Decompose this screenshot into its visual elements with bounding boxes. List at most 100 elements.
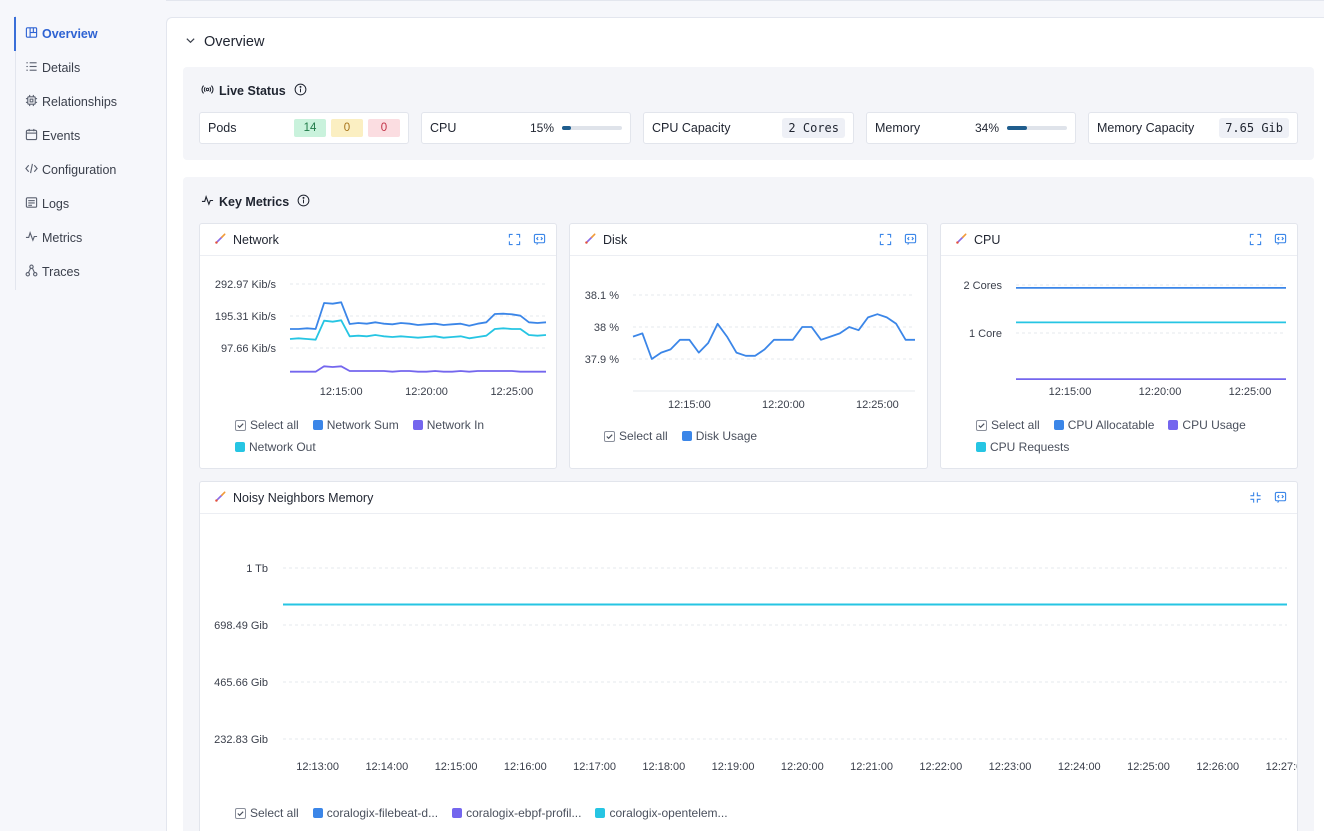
expand-icon[interactable] — [1249, 233, 1262, 249]
sidebar-item-traces[interactable]: Traces — [25, 262, 80, 282]
legend-select-all[interactable]: Select all — [604, 428, 668, 444]
sidebar-item-configuration[interactable]: Configuration — [25, 160, 116, 180]
section-title: Overview — [204, 34, 265, 50]
sidebar-item-label: Overview — [42, 27, 98, 41]
legend-label: Select all — [619, 429, 668, 443]
legend-label: Network In — [426, 418, 485, 432]
noisy-neighbors-memory-chart-card: Noisy Neighbors Memory 1 Tb 698.49 Gib 465.… — [199, 481, 1298, 831]
chart-legend: Select all Disk Usage — [604, 428, 904, 444]
x-tick-label: 12:15:00 — [435, 761, 478, 773]
expand-icon[interactable] — [508, 233, 521, 249]
checkbox-checked-icon — [235, 419, 246, 431]
legend-label: CPU Usage — [1182, 418, 1246, 432]
legend-item[interactable]: Network Sum — [312, 417, 399, 433]
sidebar-item-metrics[interactable]: Metrics — [25, 228, 82, 248]
events-icon — [25, 128, 38, 144]
overview-section-toggle[interactable]: Overview — [185, 34, 264, 50]
legend-select-all[interactable]: Select all — [976, 417, 1040, 433]
overview-content: Overview Live Status Pods 14 0 0 CPU 15%… — [166, 17, 1324, 831]
legend-swatch — [976, 442, 986, 452]
legend-label: Select all — [991, 418, 1040, 432]
cpu-chart-card: CPU 2 Cores 1 Core 12:15:00 12:20:00 12:25:00… — [940, 223, 1298, 469]
legend-label: Disk Usage — [695, 429, 758, 443]
cpu-capacity-value: 2 Cores — [782, 118, 845, 138]
legend-item[interactable]: coralogix-filebeat-d... — [312, 805, 439, 821]
sidebar-item-label: Details — [42, 61, 81, 75]
legend-item[interactable]: coralogix-opentelem... — [595, 805, 728, 821]
x-tick-label: 12:27:00 — [1266, 761, 1298, 773]
checkbox-checked-icon — [604, 430, 615, 442]
legend-item[interactable]: Disk Usage — [681, 428, 758, 444]
chart-title: CPU — [974, 232, 1001, 247]
top-border — [166, 0, 1324, 1]
y-tick-label: 232.83 Gib — [214, 734, 268, 746]
legend-item[interactable]: coralogix-ebpf-profil... — [452, 805, 581, 821]
legend-select-all[interactable]: Select all — [235, 805, 299, 821]
legend-label: Select all — [250, 418, 299, 432]
chart-title: Disk — [603, 232, 628, 247]
memory-capacity-stat: Memory Capacity 7.65 Gib — [1088, 112, 1298, 144]
sidebar-item-logs[interactable]: Logs — [25, 194, 69, 214]
sidebar-item-label: Relationships — [42, 95, 118, 109]
code-comment-icon[interactable] — [904, 233, 917, 249]
sidebar-item-label: Traces — [42, 265, 80, 279]
legend-item[interactable]: CPU Usage — [1168, 417, 1246, 433]
cpu-stat: CPU 15% — [421, 112, 631, 144]
x-tick-label: 12:16:00 — [504, 761, 547, 773]
live-status-header: Live Status — [201, 83, 307, 99]
x-tick-label: 12:18:00 — [642, 761, 685, 773]
live-status-panel: Live Status Pods 14 0 0 CPU 15% CPU Capa… — [183, 67, 1314, 160]
legend-swatch — [452, 808, 463, 818]
key-metrics-header: Key Metrics — [201, 194, 310, 210]
legend-swatch — [681, 431, 692, 441]
sidebar-item-relationships[interactable]: Relationships — [25, 92, 117, 112]
x-tick-label: 12:20:00 — [405, 386, 448, 398]
chart-plot: 292.97 Kib/s 195.31 Kib/s 97.66 Kib/s 12:15… — [215, 279, 547, 398]
y-tick-label: 1 Core — [969, 328, 1002, 340]
chart-header: Network — [200, 224, 556, 256]
code-comment-icon[interactable] — [533, 233, 546, 249]
series-line-1 — [290, 301, 547, 330]
x-tick-label: 12:14:00 — [365, 761, 408, 773]
cpu-capacity-stat: CPU Capacity 2 Cores — [643, 112, 854, 144]
info-icon[interactable] — [294, 194, 310, 210]
chart-brush-icon — [584, 232, 597, 248]
broadcast-icon — [201, 83, 214, 99]
legend-swatch — [412, 420, 423, 430]
code-comment-icon[interactable] — [1274, 491, 1287, 507]
x-tick-label: 12:17:00 — [573, 761, 616, 773]
key-metrics-title: Key Metrics — [219, 195, 290, 209]
chart-legend: Select all Network Sum Network In Network O… — [235, 417, 535, 455]
legend-select-all[interactable]: Select all — [235, 417, 299, 433]
legend-item[interactable]: Network Out — [235, 439, 316, 455]
legend-swatch — [1053, 420, 1064, 430]
x-tick-label: 12:26:00 — [1196, 761, 1239, 773]
x-tick-label: 12:13:00 — [296, 761, 339, 773]
legend-swatch — [595, 808, 606, 818]
y-tick-label: 2 Cores — [963, 280, 1002, 292]
sidebar-item-events[interactable]: Events — [25, 126, 80, 146]
checkbox-checked-icon — [976, 419, 987, 431]
legend-item[interactable]: Network In — [412, 417, 485, 433]
cpu-capacity-label: CPU Capacity — [652, 121, 731, 135]
expand-icon[interactable] — [879, 233, 892, 249]
chart-plot: 2 Cores 1 Core 12:15:00 12:20:00 12:25:00 — [963, 280, 1286, 398]
cpu-progress-bar — [562, 126, 622, 130]
legend-item[interactable]: CPU Requests — [976, 439, 1069, 455]
chart-legend: Select all coralogix-filebeat-d... coralog… — [235, 805, 1135, 821]
sidebar-item-details[interactable]: Details — [25, 58, 80, 78]
collapse-icon[interactable] — [1249, 491, 1262, 507]
sidebar-active-indicator — [14, 17, 16, 51]
info-icon[interactable] — [291, 83, 307, 99]
series-line-1 — [632, 313, 915, 360]
legend-swatch — [312, 420, 323, 430]
overview-icon — [25, 26, 38, 42]
sidebar-item-overview[interactable]: Overview — [25, 24, 98, 44]
chart-legend: Select all CPU Allocatable CPU Usage CPU Re… — [976, 417, 1276, 455]
sidebar-item-label: Events — [42, 129, 81, 143]
code-comment-icon[interactable] — [1274, 233, 1287, 249]
chart-title: Noisy Neighbors Memory — [233, 490, 374, 505]
legend-label: coralogix-filebeat-d... — [326, 806, 439, 820]
legend-item[interactable]: CPU Allocatable — [1053, 417, 1154, 433]
x-tick-label: 12:25:00 — [856, 399, 899, 411]
